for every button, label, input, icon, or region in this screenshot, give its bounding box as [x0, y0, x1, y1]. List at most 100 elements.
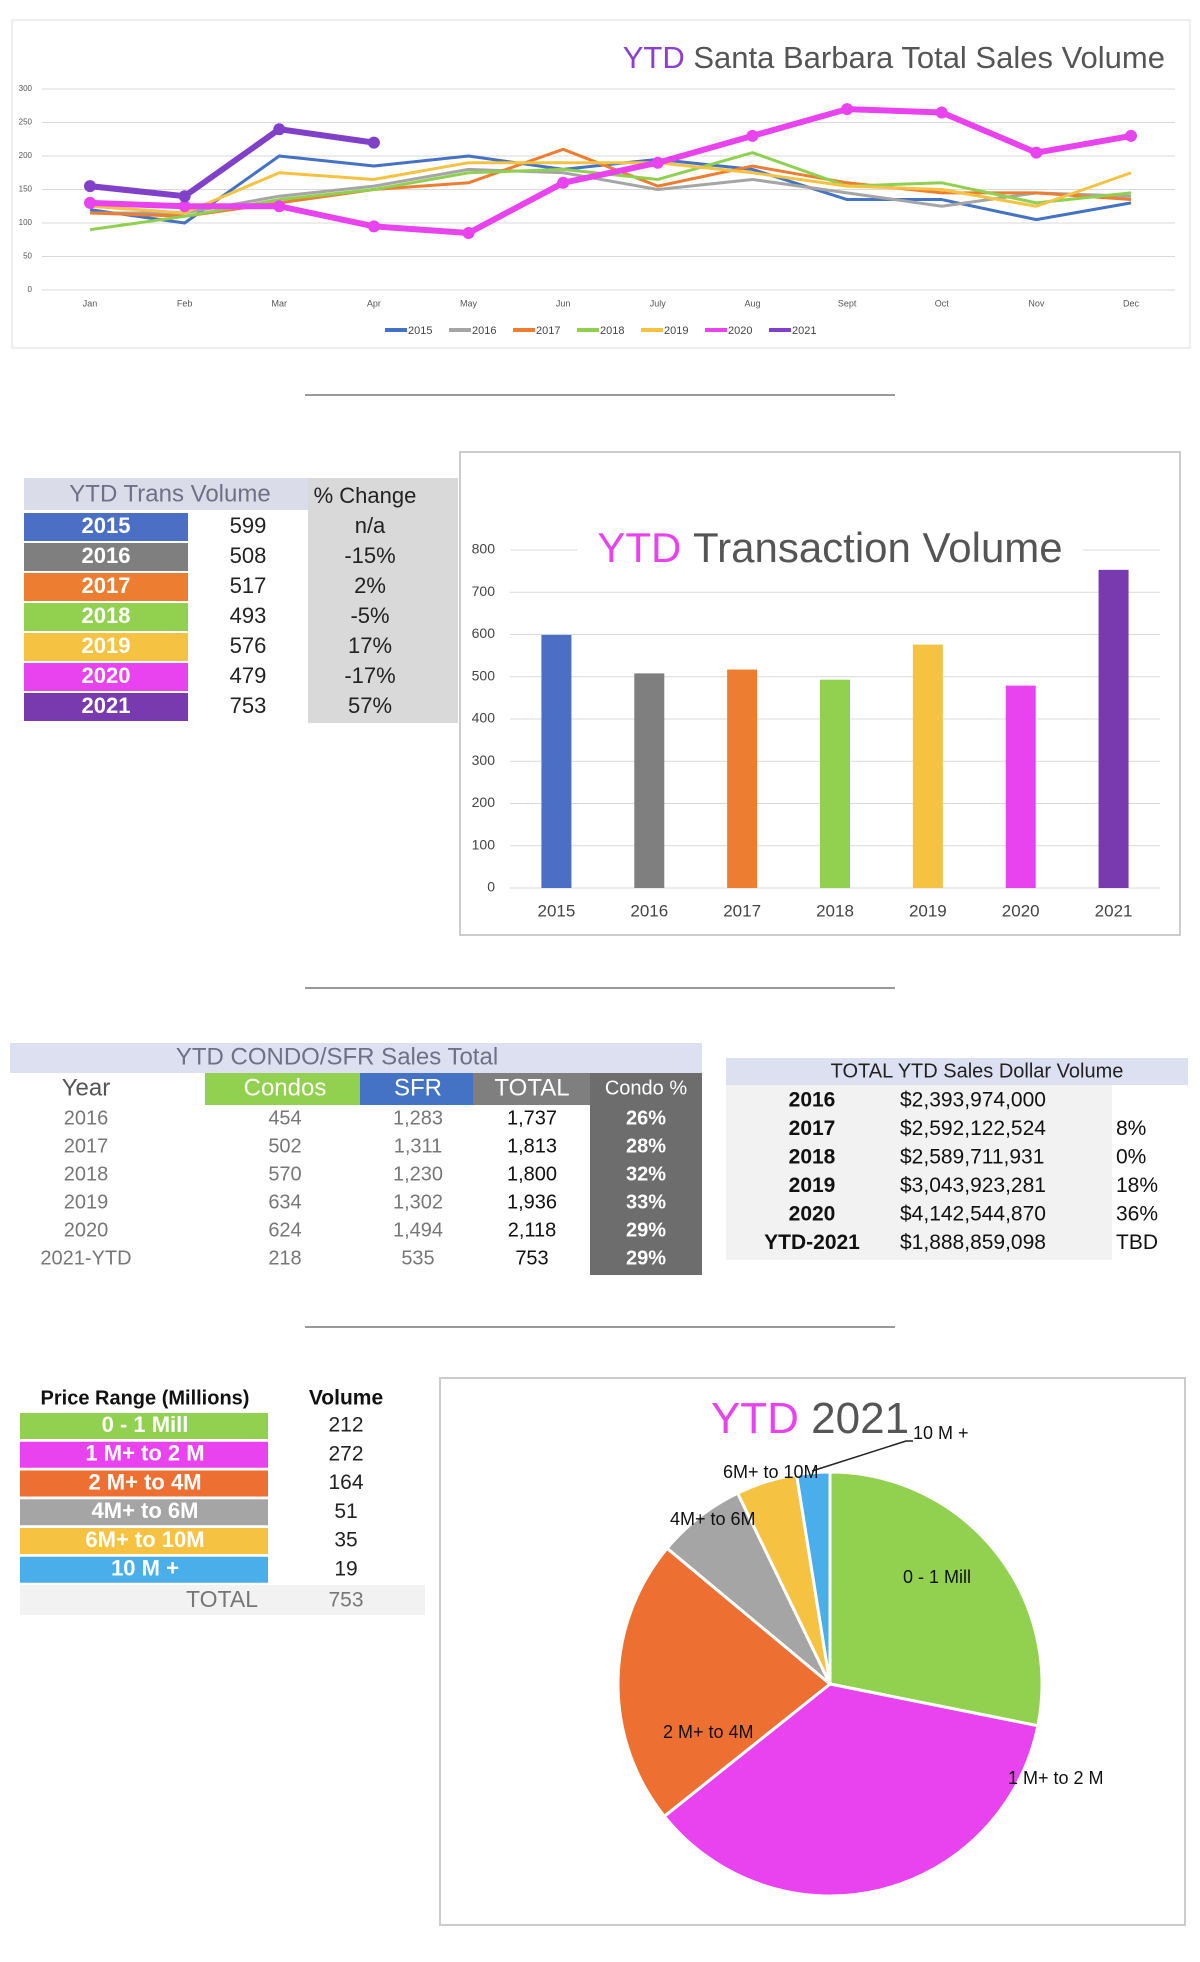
x-tick-label: 2016 [630, 901, 668, 920]
header-cell [205, 1073, 360, 1105]
range-label: 6M+ to 10M [85, 1527, 204, 1552]
year-label: 2017 [789, 1117, 836, 1140]
change: 36% [1116, 1203, 1158, 1226]
x-tick-label: Mar [272, 298, 288, 308]
line-marker [557, 176, 570, 189]
pie-label: 0 - 1 Mill [903, 1567, 971, 1587]
table-cell: 28% [626, 1135, 666, 1157]
range-cell [20, 1556, 268, 1583]
range-cell [20, 1441, 268, 1468]
title-text: Transaction Volume [693, 524, 1063, 571]
year-label: 2019 [82, 633, 131, 658]
change: 8% [1116, 1117, 1146, 1140]
title-highlight: YTD [711, 1394, 799, 1443]
y-tick-label: 700 [472, 583, 496, 599]
table-cell: 1,302 [393, 1191, 443, 1213]
range-label: 1 M+ to 2 M [85, 1441, 204, 1466]
change: 2% [354, 573, 386, 598]
x-tick-label: Feb [177, 298, 193, 308]
table-title-bg [10, 1043, 702, 1073]
total-value: 753 [328, 1589, 363, 1612]
change: -17% [344, 663, 395, 688]
line-marker [367, 136, 380, 149]
volume: 508 [230, 543, 267, 568]
pie-label: 4M+ to 6M [670, 1509, 756, 1529]
year-cell [24, 543, 188, 571]
change: -15% [344, 543, 395, 568]
change: 57% [348, 693, 392, 718]
range-cell [20, 1499, 268, 1526]
change: -5% [350, 603, 389, 628]
x-tick-label: Sept [838, 298, 857, 308]
range-label: 0 - 1 Mill [102, 1412, 189, 1437]
table-title: TOTAL YTD Sales Dollar Volume [831, 1060, 1124, 1082]
amount: $2,589,711,931 [900, 1146, 1044, 1169]
legend-label: 2018 [600, 325, 624, 337]
x-tick-label: Aug [744, 298, 760, 308]
volume: 599 [230, 513, 267, 538]
amount: $2,393,974,000 [900, 1089, 1046, 1112]
year-label: 2015 [82, 513, 131, 538]
y-tick-label: 200 [472, 794, 496, 810]
x-tick-label: Jan [83, 298, 98, 308]
table-cell: 1,813 [507, 1135, 557, 1157]
table-cell: 29% [626, 1219, 666, 1241]
chart-title: YTD Transaction Volume [597, 524, 1062, 571]
title-text: 2021 [811, 1394, 909, 1443]
table-cell: 32% [626, 1163, 666, 1185]
line-marker [367, 220, 380, 233]
total-label: TOTAL [186, 1586, 258, 1612]
table-header: Volume [309, 1387, 383, 1410]
x-tick-label: July [650, 298, 667, 308]
x-tick-label: 2020 [1002, 901, 1040, 920]
range-cell [20, 1413, 268, 1439]
range-label: 4M+ to 6M [92, 1498, 199, 1523]
year-label: 2016 [789, 1089, 836, 1112]
line-marker [178, 190, 191, 203]
pie-slice [662, 1682, 1040, 1898]
volume: 212 [328, 1414, 363, 1437]
change: 18% [1116, 1174, 1158, 1197]
change: n/a [355, 513, 386, 538]
legend-label: 2019 [664, 325, 688, 337]
table-cell: 2017 [64, 1135, 109, 1157]
table-cell: 1,494 [393, 1219, 443, 1241]
table-header: % Change [314, 483, 417, 508]
pie-label: 10 M + [913, 1423, 969, 1443]
amount: $3,043,923,281 [900, 1174, 1046, 1197]
amount: $1,888,859,098 [900, 1231, 1046, 1254]
volume: 493 [230, 603, 267, 628]
line-marker [84, 180, 96, 193]
volume: 753 [230, 693, 267, 718]
line-marker [462, 227, 475, 240]
year-label: 2018 [789, 1146, 836, 1169]
table-cell: 218 [268, 1247, 301, 1269]
chart-title: YTD Santa Barbara Total Sales Volume [623, 40, 1165, 75]
legend-label: 2021 [792, 325, 816, 337]
year-label: 2017 [82, 573, 131, 598]
pie-label: 2 M+ to 4M [663, 1722, 754, 1742]
line-marker [841, 103, 854, 116]
year-cell [24, 663, 188, 691]
line-marker [935, 106, 948, 119]
year-label: 2016 [82, 543, 131, 568]
column-header: TOTAL [494, 1074, 569, 1101]
table-cell: 624 [268, 1219, 301, 1241]
y-tick-label: 800 [472, 541, 496, 557]
amount: $4,142,544,870 [900, 1203, 1046, 1226]
x-tick-label: 2015 [538, 901, 576, 920]
title-space [681, 524, 693, 571]
y-tick-label: 200 [19, 151, 33, 160]
table-cell: 535 [401, 1247, 434, 1269]
table-cell: 570 [268, 1163, 301, 1185]
table-cell: 1,311 [394, 1135, 443, 1157]
year-cell [24, 603, 188, 631]
year-cell [24, 633, 188, 661]
table-body-bg [726, 1085, 1112, 1260]
year-cell [24, 513, 188, 541]
column-header: Year [62, 1074, 111, 1101]
volume: 272 [328, 1442, 363, 1465]
table-cell: 2021-YTD [40, 1247, 131, 1269]
bar [541, 634, 572, 888]
header-cell [473, 1073, 590, 1105]
